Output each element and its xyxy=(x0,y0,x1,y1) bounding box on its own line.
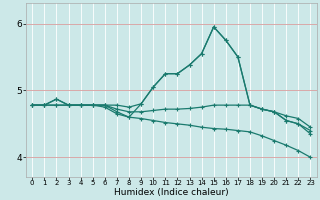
X-axis label: Humidex (Indice chaleur): Humidex (Indice chaleur) xyxy=(114,188,229,197)
